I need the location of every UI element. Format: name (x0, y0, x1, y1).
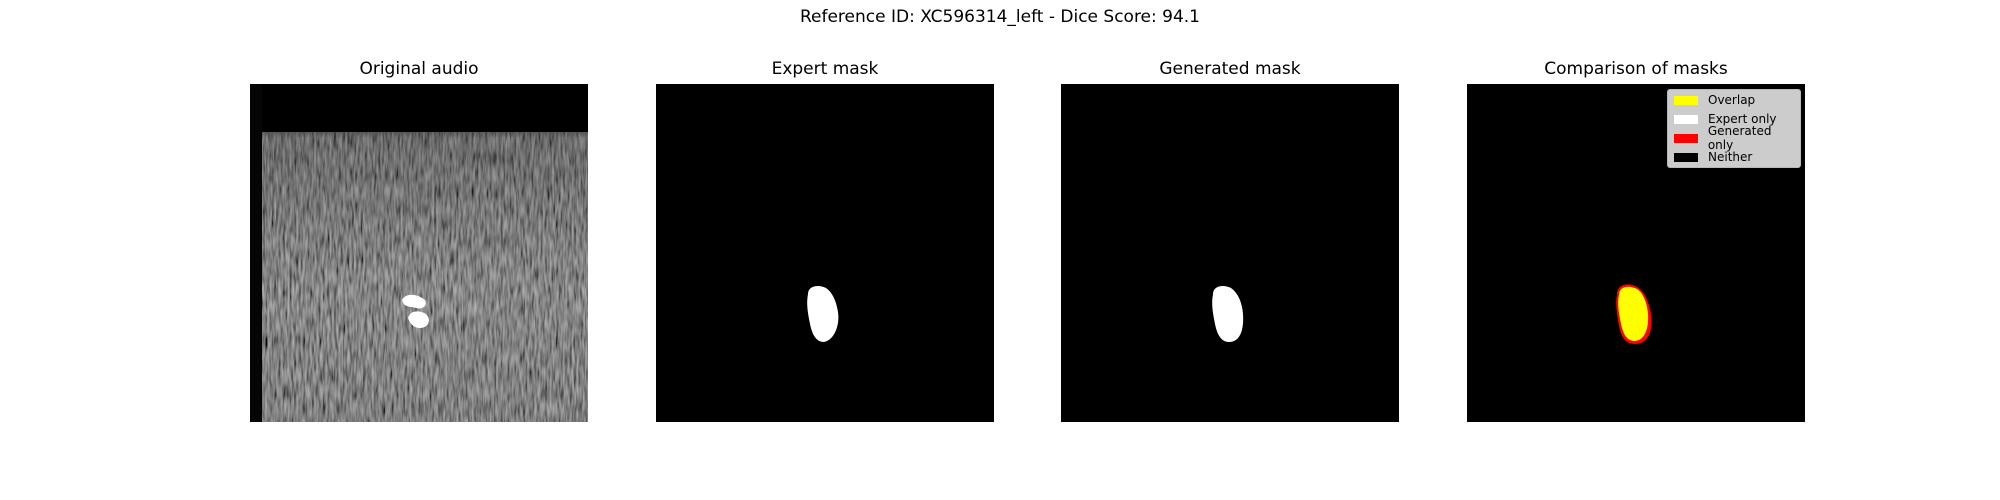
generated-mask-region (1212, 286, 1244, 342)
figure-title: Reference ID: XC596314_left - Dice Score… (799, 7, 1200, 27)
generated-mask-image (1212, 286, 1244, 342)
expert-mask-region (807, 286, 839, 342)
spectrogram-image (250, 84, 588, 422)
legend-swatch-expert-only (1674, 114, 1698, 124)
legend-swatch-neither (1674, 152, 1698, 162)
bird-call-blob-upper (402, 294, 426, 309)
panel-title-expert-mask: Expert mask (771, 59, 879, 79)
panel-title-generated-mask: Generated mask (1159, 59, 1301, 79)
legend-swatch-generated-only (1674, 133, 1698, 143)
legend-label: Neither (1708, 150, 1753, 164)
legend-label: Expert only (1708, 112, 1777, 126)
legend-item-neither: Neither (1674, 148, 1752, 166)
overlap-region (1618, 286, 1649, 341)
legend-item-expert-only: Expert only (1674, 110, 1777, 128)
legend-label: Overlap (1708, 93, 1756, 107)
panel-title-comparison: Comparison of masks (1544, 59, 1728, 79)
comparison-image (1616, 284, 1652, 344)
legend-item-generated-only: Generated only (1674, 124, 1800, 152)
legend-item-overlap: Overlap (1674, 91, 1755, 109)
generated-mask-panel (1061, 84, 1399, 422)
panel-title-original-audio: Original audio (359, 59, 479, 79)
legend-label: Generated only (1707, 124, 1772, 152)
expert-mask-panel (656, 84, 994, 422)
expert-mask-image (807, 286, 839, 342)
legend-swatch-overlap (1674, 95, 1698, 105)
comparison-legend: Overlap Expert only Generated only Neith… (1667, 89, 1801, 168)
original-audio-spectrogram (250, 84, 588, 422)
bird-call-blob-lower (408, 311, 429, 328)
